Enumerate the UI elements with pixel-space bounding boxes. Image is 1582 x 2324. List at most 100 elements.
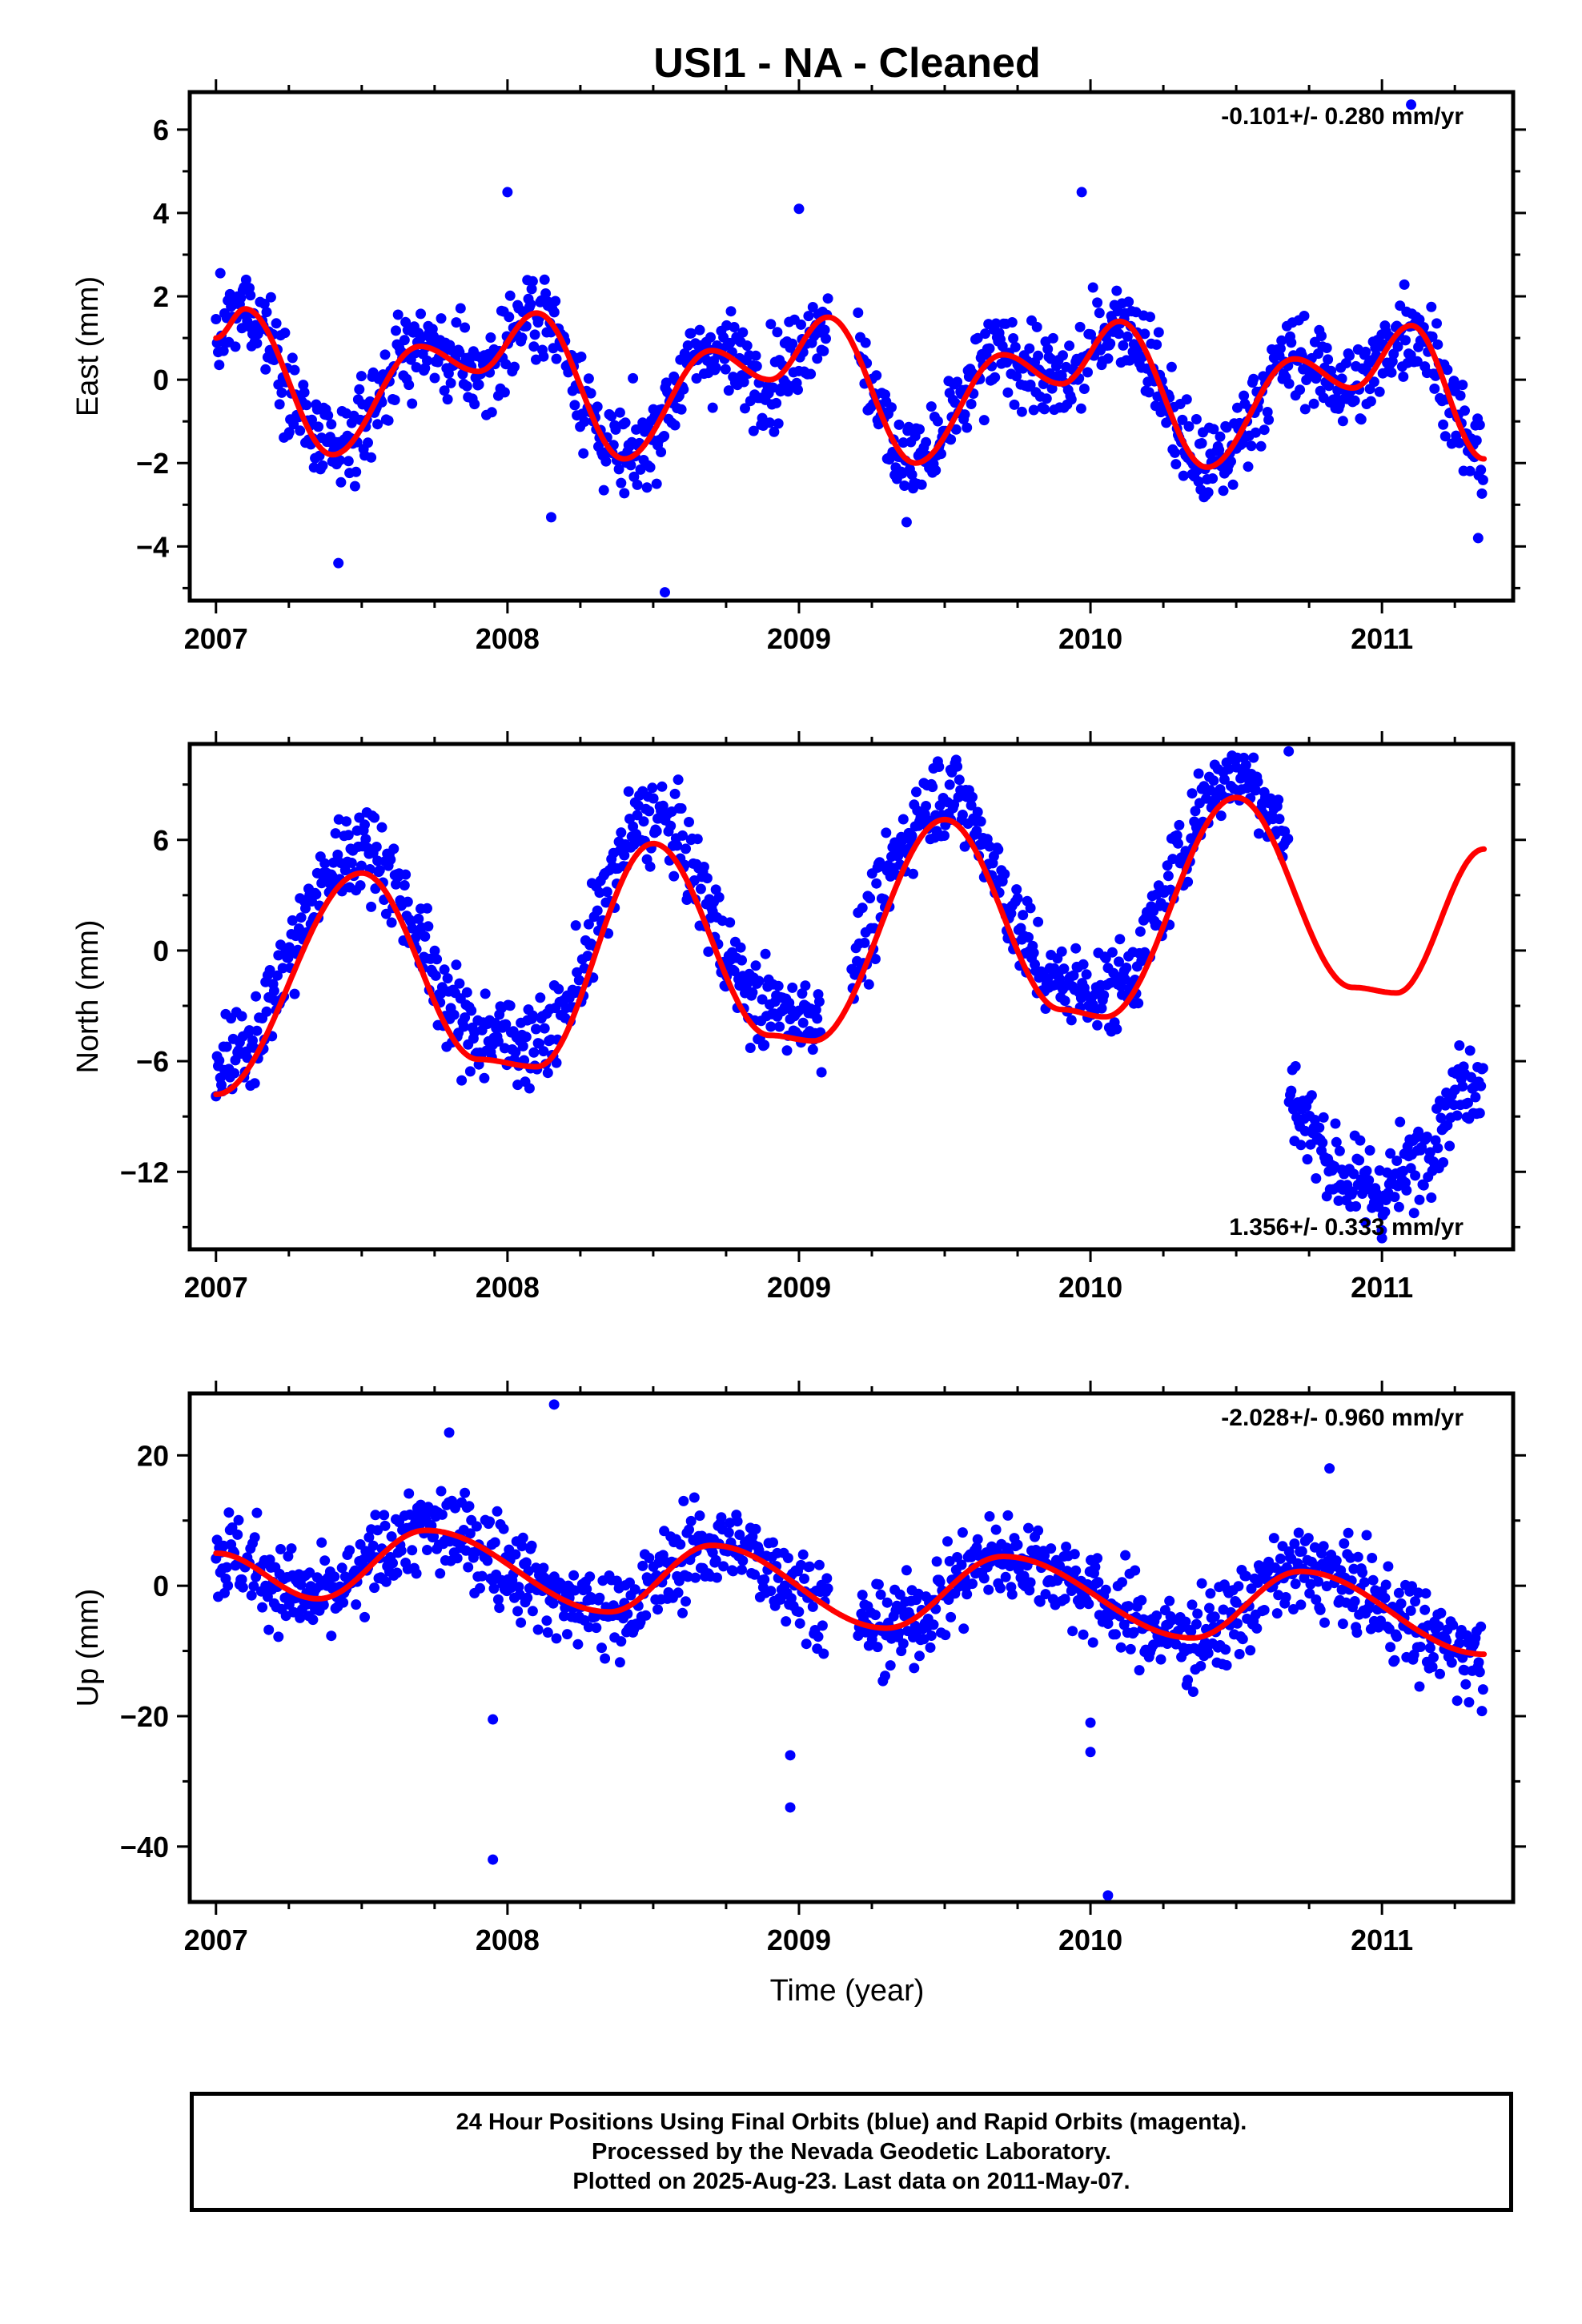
- daily-point: [1344, 350, 1355, 361]
- daily-point: [598, 485, 609, 496]
- daily-point: [1186, 1599, 1198, 1610]
- daily-point: [1134, 1665, 1145, 1676]
- daily-point: [942, 1536, 953, 1547]
- daily-point: [548, 1598, 559, 1609]
- daily-point: [1351, 1200, 1362, 1212]
- daily-point: [422, 1545, 432, 1555]
- daily-point: [971, 826, 982, 837]
- daily-point: [1477, 474, 1488, 485]
- daily-point: [237, 1582, 248, 1593]
- daily-point: [389, 395, 400, 405]
- daily-point: [773, 980, 784, 991]
- daily-point: [1276, 335, 1287, 346]
- daily-point: [538, 351, 549, 362]
- north-rate-label: 1.356+/- 0.333 mm/yr: [1229, 1214, 1464, 1240]
- daily-point: [712, 1572, 722, 1583]
- east-y-axis-label: East (mm): [71, 276, 105, 416]
- daily-point: [1111, 285, 1122, 296]
- daily-point: [950, 397, 961, 408]
- daily-point: [644, 1553, 655, 1563]
- daily-point: [694, 1510, 705, 1522]
- daily-point-outlier: [793, 203, 805, 215]
- daily-point: [392, 309, 404, 320]
- daily-point: [1252, 776, 1263, 787]
- daily-point: [235, 292, 247, 304]
- daily-point: [967, 1578, 978, 1590]
- east-marks: [211, 99, 1488, 598]
- daily-point: [1309, 336, 1320, 348]
- daily-point: [436, 313, 447, 324]
- daily-point: [439, 964, 450, 975]
- daily-point: [1352, 1551, 1363, 1562]
- daily-point: [1128, 1626, 1139, 1638]
- daily-point: [246, 1590, 257, 1601]
- daily-point: [1117, 1577, 1127, 1588]
- daily-point: [527, 1606, 538, 1617]
- daily-point: [1355, 414, 1367, 425]
- daily-point: [265, 292, 276, 303]
- daily-point: [1125, 1643, 1136, 1655]
- north-y-tick-label: −12: [120, 1156, 169, 1188]
- daily-point: [878, 894, 889, 905]
- daily-point: [311, 889, 322, 900]
- daily-point: [402, 896, 413, 907]
- daily-point: [520, 1557, 532, 1568]
- daily-point: [980, 328, 991, 340]
- daily-point: [1187, 1687, 1199, 1697]
- daily-point: [244, 1025, 255, 1036]
- daily-point: [600, 1653, 611, 1664]
- daily-point: [958, 1623, 970, 1634]
- daily-point: [1106, 947, 1118, 958]
- daily-point: [971, 1542, 982, 1553]
- daily-point: [295, 1579, 307, 1590]
- daily-point: [728, 1566, 739, 1577]
- footer-box: 24 Hour Positions Using Final Orbits (bl…: [190, 2092, 1513, 2212]
- daily-point: [1092, 1019, 1103, 1031]
- daily-point: [1190, 806, 1201, 817]
- daily-point: [335, 455, 345, 466]
- daily-point: [1151, 339, 1162, 350]
- daily-point: [1414, 1194, 1425, 1205]
- daily-point: [1204, 1602, 1215, 1614]
- daily-point: [677, 1607, 688, 1618]
- daily-point: [329, 1571, 340, 1582]
- daily-point: [1331, 1136, 1342, 1148]
- daily-point: [1033, 1525, 1044, 1536]
- daily-point: [355, 371, 367, 382]
- daily-point: [1100, 1584, 1111, 1595]
- daily-point: [944, 779, 955, 790]
- daily-point: [326, 1630, 337, 1642]
- daily-point: [629, 1584, 640, 1595]
- daily-point: [1173, 838, 1183, 849]
- daily-point: [678, 384, 689, 395]
- daily-point: [698, 862, 709, 872]
- daily-point: [880, 1671, 890, 1682]
- panel-up: 2007 2008 2009 2010 2011 −40 −20 0 20 Up (mm) -2.0…: [71, 1381, 1526, 1956]
- daily-point: [906, 469, 917, 480]
- daily-point: [512, 1606, 524, 1617]
- daily-point: [685, 1515, 697, 1526]
- daily-point: [215, 267, 226, 279]
- daily-point: [1215, 810, 1227, 822]
- daily-point: [737, 955, 747, 966]
- daily-point: [594, 887, 605, 899]
- daily-point: [535, 992, 546, 1003]
- daily-point: [1047, 332, 1058, 344]
- daily-point: [1070, 943, 1082, 954]
- daily-point: [812, 353, 823, 364]
- daily-point: [1336, 1584, 1347, 1595]
- daily-point: [542, 1068, 553, 1079]
- daily-point: [619, 488, 630, 499]
- daily-point: [930, 464, 942, 476]
- daily-point: [221, 1562, 232, 1573]
- daily-point: [275, 939, 286, 951]
- daily-point: [363, 437, 373, 448]
- daily-point: [532, 1624, 544, 1635]
- daily-point: [404, 1509, 416, 1520]
- daily-point: [504, 1000, 516, 1011]
- daily-point: [1165, 884, 1176, 895]
- daily-point: [1457, 1081, 1468, 1092]
- daily-point: [1078, 959, 1089, 970]
- daily-point: [637, 1560, 648, 1571]
- daily-point: [1000, 1571, 1011, 1582]
